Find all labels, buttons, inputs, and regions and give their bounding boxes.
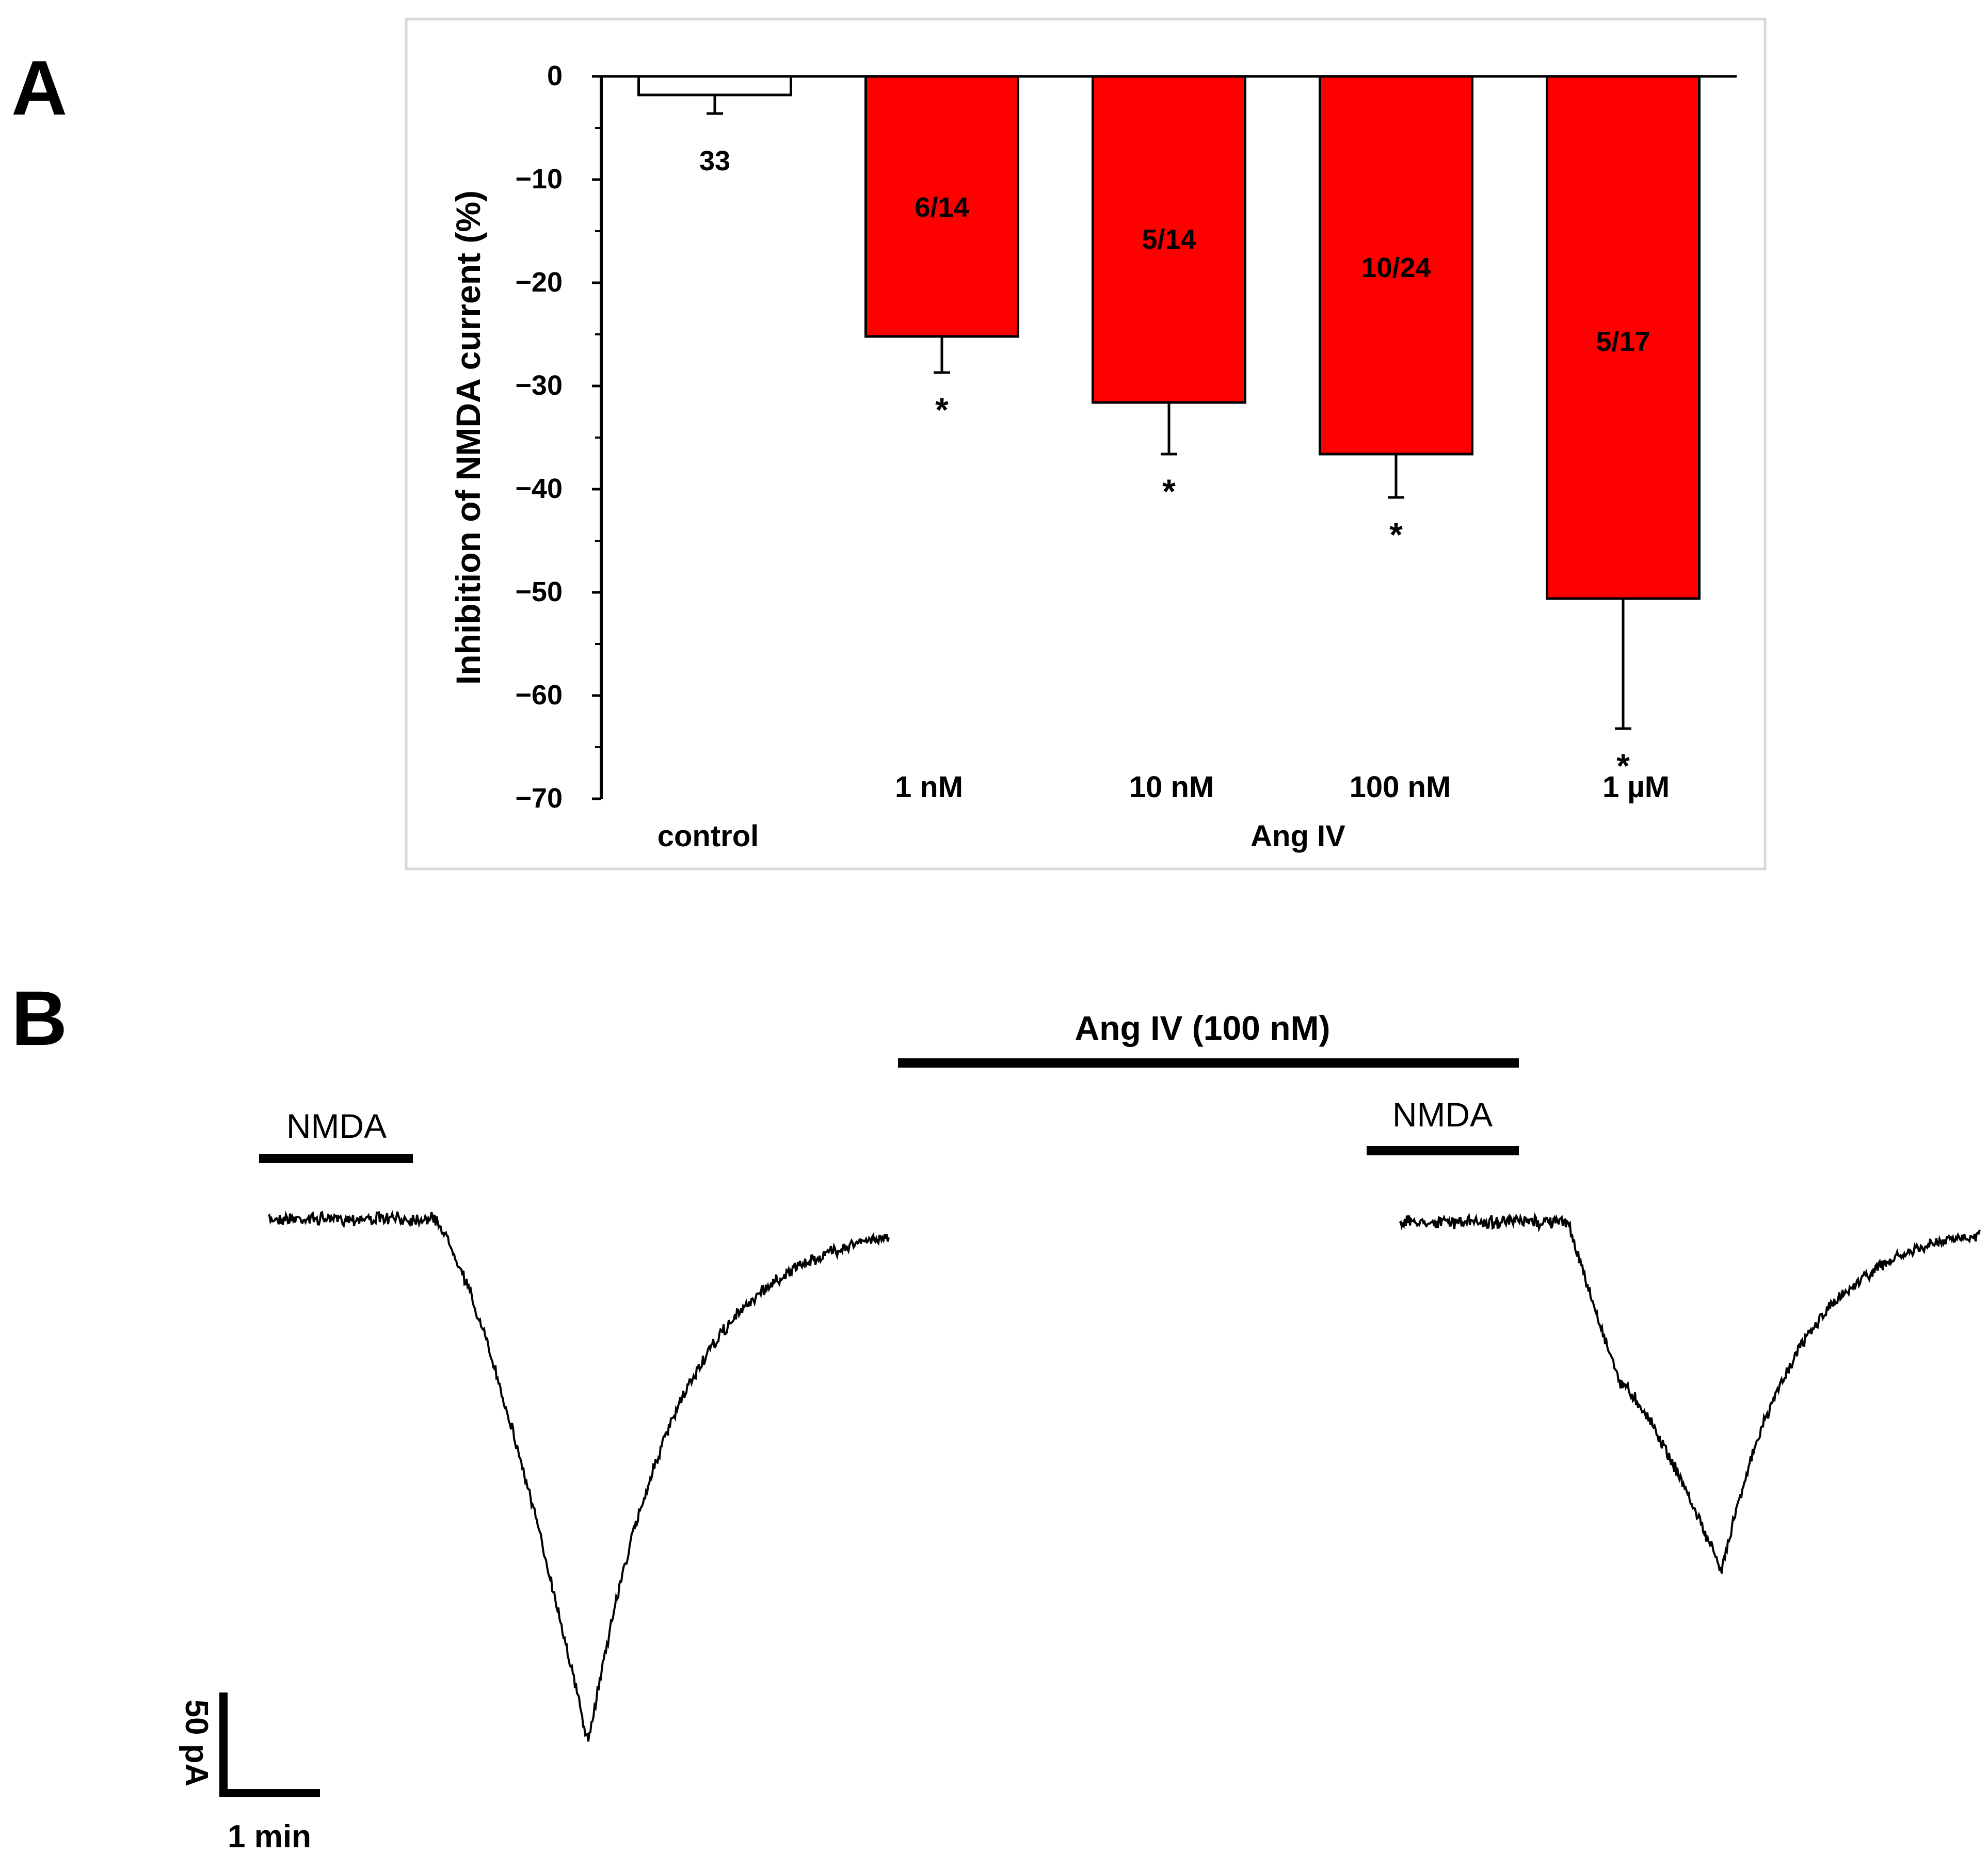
ang-iv-label: Ang IV (100 nM) — [1075, 1009, 1330, 1047]
y-tick-label: −20 — [515, 267, 563, 298]
bar — [1546, 75, 1701, 600]
y-tick-label: −50 — [515, 576, 563, 607]
bar — [1319, 75, 1473, 456]
n-label: 5/17 — [1596, 326, 1650, 357]
y-tick-label: −30 — [515, 370, 563, 401]
significance-marker: * — [935, 391, 949, 429]
trace-panel: Ang IV (100 nM) NMDA NMDA 50 pA 1 min — [179, 1009, 1981, 1854]
nmda-label-2: NMDA — [1392, 1095, 1493, 1134]
category-label: 100 nM — [1350, 770, 1451, 804]
chart-frame — [405, 18, 1767, 870]
significance-marker: * — [1616, 747, 1630, 785]
nmda-label-1: NMDA — [286, 1107, 387, 1145]
scale-bar-x-label: 1 min — [228, 1819, 311, 1854]
bar-chart: 0 −10 −20 −30 −40 −50 −60 −70 Inhibition of NMDA… — [449, 60, 1737, 853]
n-label: 10/24 — [1361, 252, 1431, 283]
category-label: control — [658, 819, 759, 853]
significance-marker: * — [1389, 515, 1403, 554]
y-axis-label: Inhibition of NMDA current (%) — [449, 190, 487, 685]
n-label: 5/14 — [1142, 224, 1196, 255]
n-label: 6/14 — [915, 192, 969, 223]
bar — [864, 75, 1019, 338]
n-label: 33 — [699, 146, 730, 176]
category-label: 1 µM — [1602, 770, 1670, 804]
scale-bar-y-label: 50 pA — [179, 1700, 214, 1787]
trace-control — [267, 1210, 890, 1742]
bar — [637, 75, 792, 96]
significance-marker: * — [1162, 472, 1176, 510]
y-tick-label: −60 — [515, 680, 563, 711]
y-tick-label: −40 — [515, 473, 563, 504]
panel-b-label: B — [11, 975, 67, 1061]
trace-ang-iv — [1399, 1212, 1981, 1574]
panel-a-label: A — [11, 44, 67, 131]
bar — [1092, 75, 1246, 404]
y-tick-label: −70 — [515, 783, 563, 814]
group-label: Ang IV — [1250, 819, 1345, 853]
category-label: 1 nM — [895, 770, 963, 804]
y-tick-label: 0 — [547, 60, 563, 91]
y-tick-label: −10 — [515, 164, 563, 195]
category-label: 10 nM — [1129, 770, 1214, 804]
